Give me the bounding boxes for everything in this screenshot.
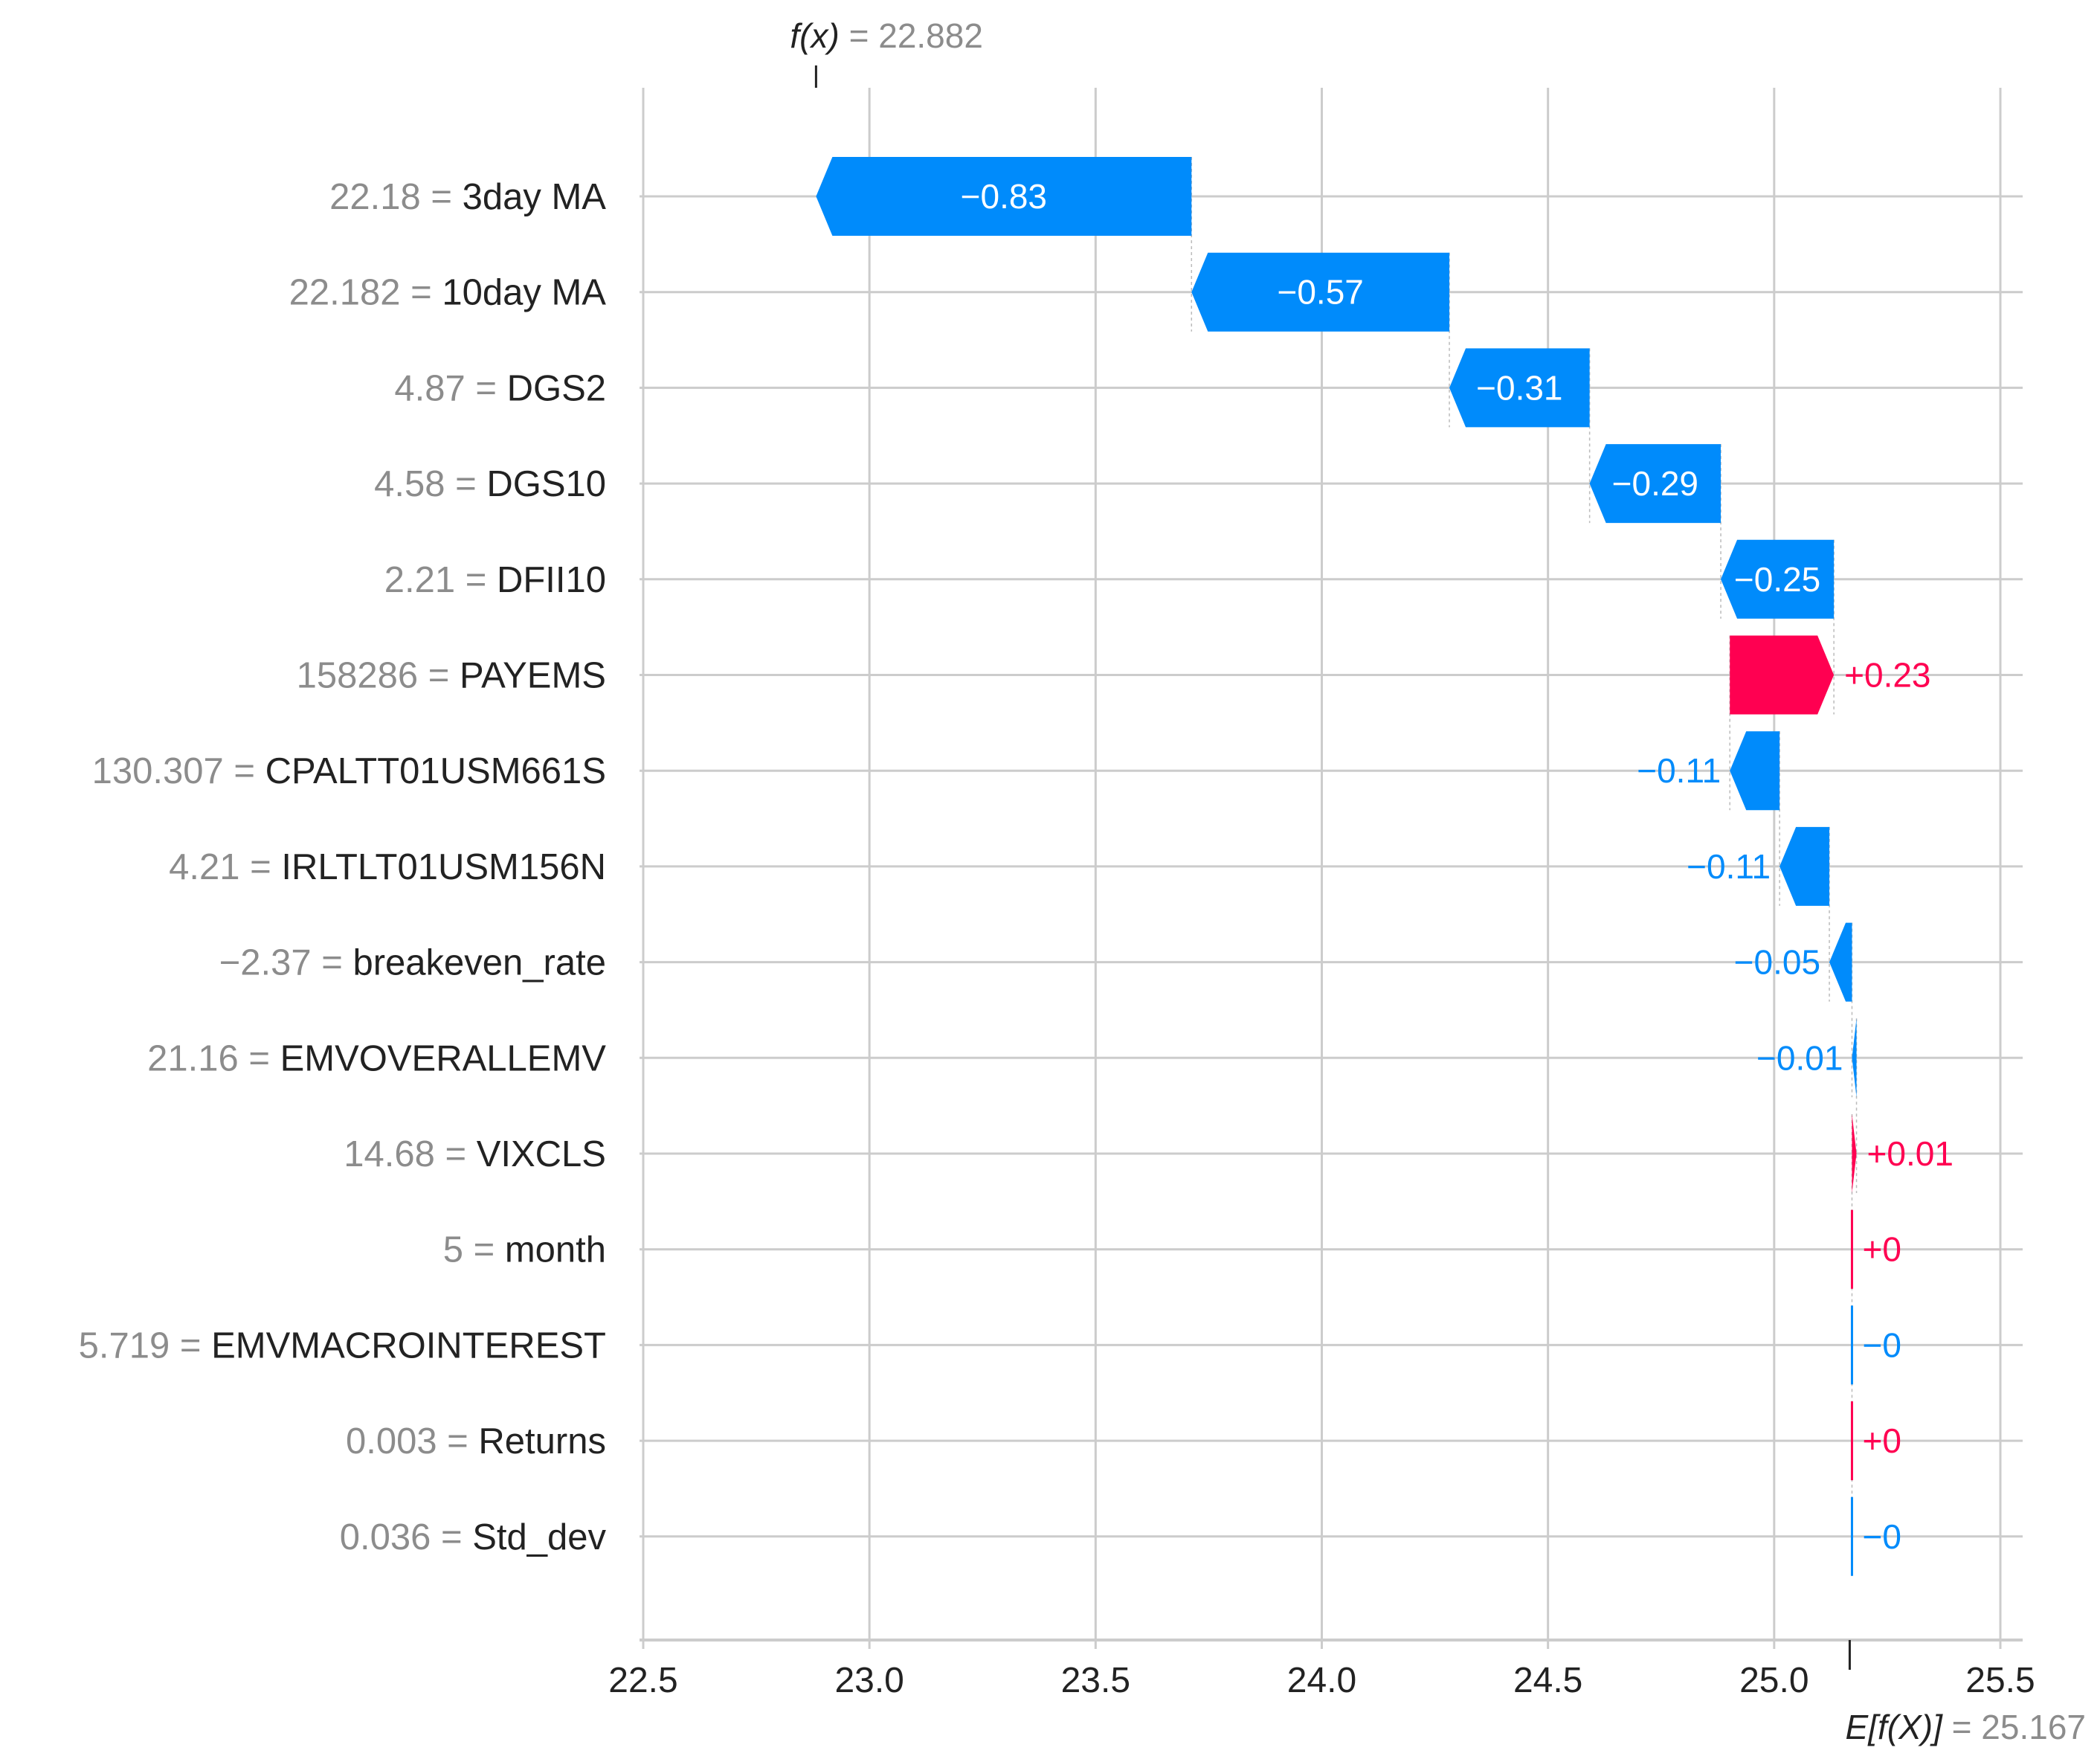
feature-name: DGS10 [486, 464, 606, 504]
contribution-label: −0.57 [1277, 273, 1363, 312]
contribution-bar [1449, 348, 1590, 428]
output-value-number: 22.882 [878, 16, 983, 55]
output-value-label: f(x) = 22.882 [790, 16, 983, 55]
x-tick-label: 24.5 [1513, 1661, 1582, 1700]
feature-label: 130.307 = CPALTT01USM661S [92, 751, 606, 791]
contribution-bar [1191, 252, 1450, 332]
feature-name: EMVOVERALLEMV [280, 1038, 607, 1078]
x-tick-label: 25.0 [1739, 1661, 1808, 1700]
base-value-equals: = [1952, 1708, 1982, 1746]
feature-name: 3day MA [463, 177, 607, 217]
x-tick-label: 24.0 [1287, 1661, 1356, 1700]
row-layer: 22.18 = 3day MA 22.182 = 10day MA 4.87 = D… [79, 177, 2023, 1557]
feature-value: 22.182 = [289, 273, 442, 313]
feature-name: breakeven_rate [352, 943, 606, 983]
contribution-bar [1730, 635, 1835, 715]
base-value-number: 25.167 [1981, 1708, 2086, 1746]
feature-label: 0.036 = Std_dev [340, 1517, 607, 1557]
feature-label: 4.21 = IRLTLT01USM156N [169, 847, 606, 887]
contribution-label: −0.11 [1687, 847, 1771, 886]
feature-value: −2.37 = [219, 943, 353, 983]
feature-value: 4.21 = [169, 847, 281, 887]
feature-label: 2.21 = DFII10 [384, 560, 606, 600]
feature-value: 130.307 = [92, 751, 265, 791]
feature-name: PAYEMS [460, 656, 606, 696]
feature-label: 22.18 = 3day MA [329, 177, 606, 217]
contribution-bar [1852, 1018, 1857, 1098]
feature-name: EMVMACROINTEREST [211, 1325, 606, 1366]
contribution-label: −0.01 [1756, 1038, 1843, 1077]
x-tick-label: 25.5 [1965, 1661, 2035, 1700]
contribution-label: +0.23 [1844, 656, 1930, 695]
contribution-label: +0.01 [1867, 1134, 1954, 1173]
output-value-equals: = [849, 16, 879, 55]
feature-value: 5 = [443, 1230, 505, 1270]
contribution-label: −0 [1862, 1517, 1901, 1556]
feature-value: 4.87 = [394, 368, 506, 408]
feature-name: Returns [478, 1421, 606, 1462]
x-axis: 22.5 23.0 23.5 24.0 24.5 25.0 25.5 [608, 65, 2035, 1700]
contribution-label: −0 [1862, 1325, 1901, 1364]
contribution-label: −0.83 [961, 177, 1047, 216]
contribution-bar [1852, 1114, 1857, 1193]
feature-label: 5.719 = EMVMACROINTEREST [79, 1325, 606, 1366]
x-tick-label: 23.5 [1061, 1661, 1130, 1700]
base-value-symbol: E[f(X)] [1846, 1708, 1944, 1746]
feature-name: 10day MA [442, 273, 606, 313]
contribution-bar [1730, 731, 1780, 811]
feature-label: −2.37 = breakeven_rate [219, 943, 606, 983]
feature-value: 0.003 = [346, 1421, 478, 1462]
contribution-bar [1589, 444, 1721, 524]
feature-value: 21.16 = [147, 1038, 280, 1078]
feature-name: DFII10 [497, 560, 606, 600]
base-value-label: E[f(X)] = 25.167 [1846, 1708, 2086, 1746]
contribution-bar [816, 157, 1192, 236]
feature-name: VIXCLS [477, 1134, 606, 1174]
feature-value: 2.21 = [384, 560, 497, 600]
feature-name: month [505, 1230, 606, 1270]
feature-value: 0.036 = [340, 1517, 472, 1557]
bar-layer: −0.83 −0.57 −0.31 −0.29 −0.25 +0.23 −0.11 −0.11… [816, 157, 1954, 1576]
feature-label: 0.003 = Returns [346, 1421, 606, 1462]
feature-label: 158286 = PAYEMS [297, 656, 606, 696]
feature-label: 5 = month [443, 1230, 606, 1270]
contribution-label: +0 [1862, 1230, 1901, 1269]
feature-label: 4.58 = DGS10 [374, 464, 606, 504]
feature-name: Std_dev [472, 1517, 606, 1557]
feature-value: 5.719 = [79, 1325, 211, 1366]
contribution-label: +0 [1862, 1421, 1901, 1460]
x-tick-label: 22.5 [608, 1661, 677, 1700]
feature-value: 22.18 = [329, 177, 462, 217]
feature-name: DGS2 [507, 368, 606, 408]
contribution-label: −0.29 [1612, 464, 1698, 503]
feature-value: 14.68 = [344, 1134, 476, 1174]
feature-label: 22.182 = 10day MA [289, 273, 607, 313]
contribution-bar [1779, 826, 1830, 906]
contribution-label: −0.11 [1637, 751, 1721, 790]
contribution-label: −0.05 [1734, 943, 1820, 982]
feature-name: CPALTT01USM661S [265, 751, 606, 791]
contribution-bar [1829, 922, 1852, 1002]
contribution-label: −0.25 [1734, 560, 1820, 599]
feature-name: IRLTLT01USM156N [281, 847, 606, 887]
feature-value: 158286 = [297, 656, 460, 696]
x-tick-label: 23.0 [834, 1661, 904, 1700]
feature-label: 21.16 = EMVOVERALLEMV [147, 1038, 606, 1078]
contribution-bar [1721, 539, 1835, 619]
feature-label: 4.87 = DGS2 [394, 368, 606, 408]
contribution-label: −0.31 [1476, 368, 1562, 407]
feature-label: 14.68 = VIXCLS [344, 1134, 606, 1174]
feature-value: 4.58 = [374, 464, 486, 504]
grid-layer [642, 88, 2002, 1640]
output-value-symbol: f(x) [790, 16, 839, 55]
